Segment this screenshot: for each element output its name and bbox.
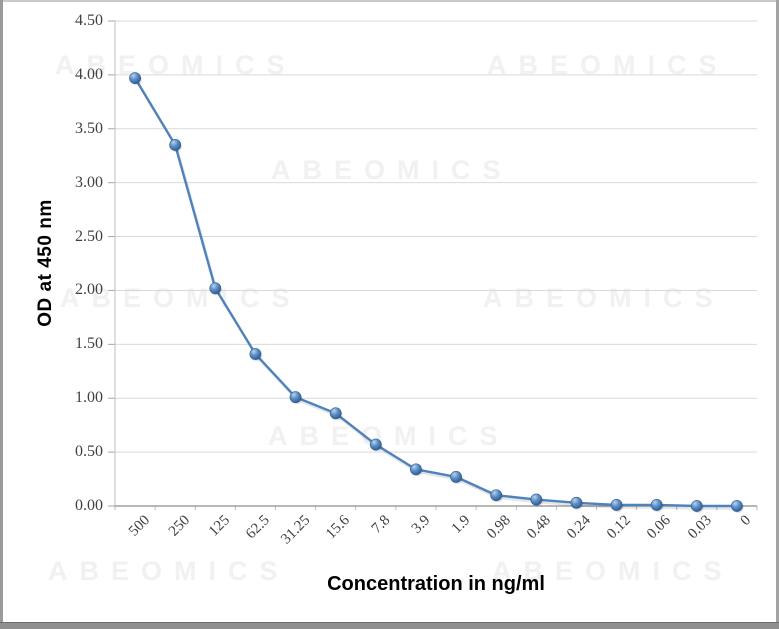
y-tick-label: 2.00	[75, 281, 103, 299]
y-tick-label: 1.50	[75, 335, 103, 353]
data-point-marker	[731, 500, 743, 512]
data-point-marker	[490, 489, 503, 502]
frame-left-edge	[0, 0, 3, 629]
y-axis-title: OD at 450 nm	[35, 199, 56, 327]
data-point-marker	[690, 500, 703, 512]
watermark-text: ABEOMICS	[268, 421, 510, 451]
data-point-marker	[329, 407, 342, 420]
y-tick-label: 3.50	[75, 119, 103, 137]
frame-right-edge	[776, 0, 779, 629]
frame-top-edge	[0, 0, 779, 2]
data-point-marker	[169, 139, 182, 151]
data-point-marker	[410, 463, 422, 476]
watermark-text: ABEOMICS	[60, 283, 302, 313]
data-point-marker	[129, 72, 141, 85]
frame-bottom-bar	[0, 622, 779, 629]
y-tick-label: 3.00	[75, 173, 103, 191]
data-point-marker	[369, 438, 382, 451]
data-point-marker	[570, 496, 583, 509]
y-tick-label: 0.00	[75, 497, 103, 514]
y-tick-label: 2.50	[75, 227, 103, 245]
watermark-text: ABEOMICS	[492, 556, 734, 586]
watermark-text: ABEOMICS	[271, 155, 513, 185]
watermark-text: ABEOMICS	[48, 556, 290, 586]
watermark-text: ABEOMICS	[483, 283, 725, 313]
data-point-marker	[249, 348, 262, 360]
x-axis-title: Concentration in ng/ml	[327, 573, 545, 595]
data-point-marker	[530, 493, 543, 506]
data-point-marker	[289, 391, 302, 404]
y-tick-label: 4.00	[75, 65, 103, 83]
data-point-marker	[450, 470, 462, 483]
y-tick-label: 0.50	[75, 443, 103, 461]
data-point-marker	[209, 282, 222, 295]
y-tick-label: 4.50	[75, 12, 103, 29]
data-point-marker	[650, 499, 663, 511]
y-tick-label: 1.00	[75, 389, 103, 407]
data-point-marker	[610, 499, 623, 511]
